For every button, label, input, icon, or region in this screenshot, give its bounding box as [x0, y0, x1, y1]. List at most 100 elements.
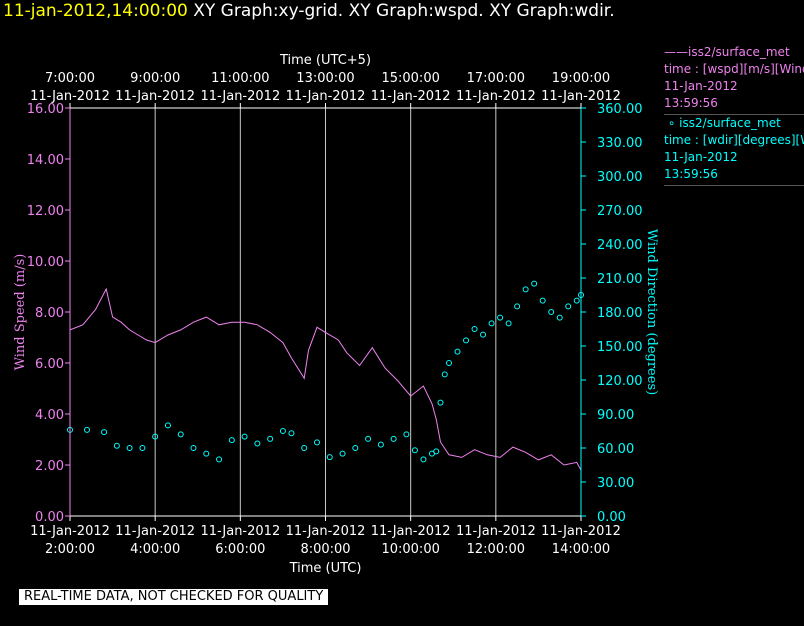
wind-direction-point	[565, 303, 572, 310]
wind-direction-point	[531, 280, 538, 287]
wind-direction-point	[267, 435, 274, 442]
wind-direction-point	[548, 309, 555, 315]
wind-direction-point	[84, 426, 91, 433]
top-x-tick-label-date: 11-Jan-2012	[200, 89, 280, 104]
y-right-tick-label: 300.00	[597, 170, 643, 185]
x-tick-label-date: 11-Jan-2012	[286, 524, 366, 539]
wind-direction-point	[301, 445, 308, 451]
y-left-tick-label: 4.00	[35, 408, 64, 423]
legend-wdir-desc: time : [wdir][degrees][W	[664, 133, 804, 147]
top-x-tick-label-time: 15:00:00	[381, 71, 439, 86]
top-x-tick-label-date: 11-Jan-2012	[456, 89, 536, 104]
x-tick-label-time: 8:00:00	[300, 542, 350, 557]
wind-direction-point	[339, 450, 346, 457]
top-x-tick-label-time: 19:00:00	[552, 71, 610, 86]
wind-direction-point	[471, 326, 478, 332]
y-right-tick-label: 60.00	[597, 442, 634, 457]
legend-wspd-name: iss2/surface_met	[688, 45, 790, 59]
wind-direction-point	[216, 456, 223, 463]
wind-direction-point	[411, 447, 418, 454]
y-right-tick-label: 240.00	[597, 238, 643, 253]
top-x-tick-label-date: 11-Jan-2012	[371, 89, 451, 104]
header-title: 11-jan-2012,14:00:00 XY Graph:xy-grid. X…	[3, 0, 615, 22]
x-tick-label-time: 4:00:00	[130, 542, 180, 557]
legend-wdir-time: 13:59:56	[664, 167, 718, 181]
top-x-tick-label-date: 11-Jan-2012	[541, 89, 621, 104]
wind-direction-point	[463, 337, 470, 344]
y-left-tick-label: 12.00	[27, 204, 64, 219]
wind-direction-point	[573, 297, 580, 304]
wind-direction-point	[480, 331, 487, 338]
wind-direction-point	[433, 448, 440, 455]
legend: ——iss2/surface_met time : [wspd][m/s][Wi…	[664, 44, 804, 186]
x-tick-label-date: 11-Jan-2012	[200, 524, 280, 539]
y-left-tick-label: 10.00	[27, 255, 64, 270]
x-tick-label-time: 12:00:00	[467, 542, 525, 557]
top-x-tick-label-time: 13:00:00	[296, 71, 354, 86]
wind-direction-point	[390, 435, 397, 442]
wind-direction-point	[377, 441, 384, 448]
wind-direction-point	[326, 454, 333, 461]
legend-wdir-date: 11-Jan-2012	[664, 150, 738, 164]
wind-direction-point	[522, 286, 529, 293]
wind-direction-point	[505, 320, 512, 327]
wind-direction-point	[514, 303, 521, 310]
legend-wspd-date: 11-Jan-2012	[664, 79, 738, 93]
wind-direction-point	[241, 433, 248, 440]
x-tick-label-time: 10:00:00	[381, 542, 439, 557]
y-right-tick-label: 180.00	[597, 306, 643, 321]
legend-line-icon: ——	[664, 45, 688, 59]
x-tick-label-date: 11-Jan-2012	[456, 524, 536, 539]
y-right-tick-label: 0.00	[597, 510, 626, 525]
y-left-tick-label: 16.00	[27, 102, 64, 117]
y-right-tick-label: 330.00	[597, 136, 643, 151]
legend-wdir-name: iss2/surface_met	[679, 116, 781, 130]
wind-direction-point	[164, 422, 171, 429]
wind-direction-point	[420, 456, 427, 463]
wind-direction-point	[203, 450, 210, 457]
top-x-tick-label-date: 11-Jan-2012	[286, 89, 366, 104]
wind-direction-point	[288, 430, 295, 437]
y-right-tick-label: 150.00	[597, 340, 643, 355]
x-tick-label-time: 14:00:00	[552, 542, 610, 557]
legend-wspd-desc: time : [wspd][m/s][Wind	[664, 62, 804, 76]
x-tick-label-date: 11-Jan-2012	[115, 524, 195, 539]
axis-labels: 11-Jan-2012 2:00:00 7:00:00 11-Jan-2012 11-J…	[13, 53, 659, 576]
top-x-tick-label-time: 17:00:00	[467, 71, 525, 86]
wind-speed-series	[69, 287, 582, 471]
y-right-tick-label: 270.00	[597, 204, 643, 219]
wind-direction-point	[441, 371, 448, 378]
wind-direction-point	[152, 433, 159, 440]
top-x-tick-label-time: 9:00:00	[130, 71, 180, 86]
y-left-tick-label: 14.00	[27, 153, 64, 168]
top-axis-title: Time (UTC+5)	[279, 53, 371, 68]
wind-direction-point	[488, 320, 495, 327]
wind-direction-point	[139, 445, 146, 451]
wind-direction-point	[279, 428, 286, 434]
wind-direction-point	[313, 439, 320, 446]
wind-direction-point	[445, 360, 452, 366]
x-tick-label-date: 11-Jan-2012	[30, 524, 110, 539]
x-tick-label-time: 6:00:00	[215, 542, 265, 557]
wind-direction-point	[556, 314, 563, 321]
top-x-tick-label-date: 11-Jan-2012	[115, 89, 195, 104]
y-right-tick-label: 30.00	[597, 476, 634, 491]
y-right-axis-title: Wind Direction (degrees)	[644, 229, 659, 395]
y-right-tick-label: 210.00	[597, 272, 643, 287]
y-left-tick-label: 0.00	[35, 510, 64, 525]
wind-direction-point	[437, 399, 444, 406]
legend-wdir: ∘ iss2/surface_met time : [wdir][degrees…	[664, 115, 804, 186]
y-right-tick-label: 90.00	[597, 408, 634, 423]
wind-direction-point	[352, 445, 359, 451]
wind-direction-point	[190, 445, 197, 451]
wind-direction-point	[539, 297, 546, 304]
y-left-tick-label: 2.00	[35, 459, 64, 474]
bottom-axis-title: Time (UTC)	[289, 561, 362, 576]
y-left-axis-title: Wind Speed (m/s)	[13, 254, 28, 371]
wind-speed-line	[69, 287, 582, 471]
top-x-tick-label-time: 11:00:00	[211, 71, 269, 86]
x-tick-label-date: 11-Jan-2012	[371, 524, 451, 539]
x-tick-label-date: 11-Jan-2012	[541, 524, 621, 539]
legend-wspd-time: 13:59:56	[664, 96, 718, 110]
